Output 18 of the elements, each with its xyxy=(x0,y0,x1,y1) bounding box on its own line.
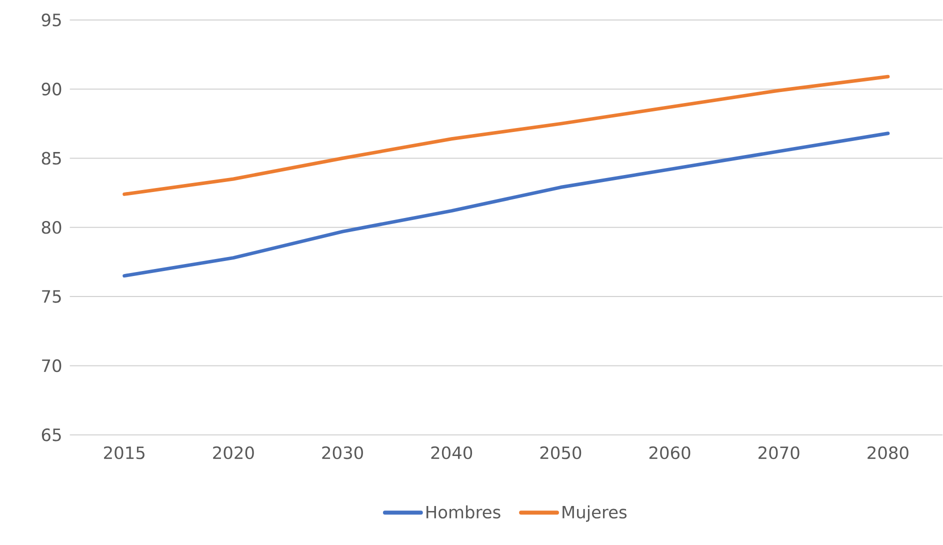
legend-label: Mujeres xyxy=(562,506,627,522)
y-tick-label: 85 xyxy=(42,152,61,165)
x-tick-label: 2030 xyxy=(322,446,363,460)
y-tick-label: 95 xyxy=(42,14,61,27)
x-tick-label: 2015 xyxy=(104,446,144,460)
x-tick-label: 2050 xyxy=(540,446,582,460)
x-tick-label: 2070 xyxy=(758,446,800,460)
y-tick-label: 70 xyxy=(42,359,62,372)
x-tick-label: 2080 xyxy=(868,446,908,460)
y-tick-label: 75 xyxy=(42,290,61,304)
x-tick-label: 2020 xyxy=(213,446,254,460)
line-series xyxy=(122,132,890,278)
y-tick-label: 65 xyxy=(42,428,61,442)
x-tick-label: 2040 xyxy=(431,446,472,460)
y-tick-label: 90 xyxy=(42,82,62,96)
legend-label: Hombres xyxy=(426,506,500,519)
y-tick-label: 80 xyxy=(42,221,62,234)
x-tick-label: 2060 xyxy=(649,446,690,460)
